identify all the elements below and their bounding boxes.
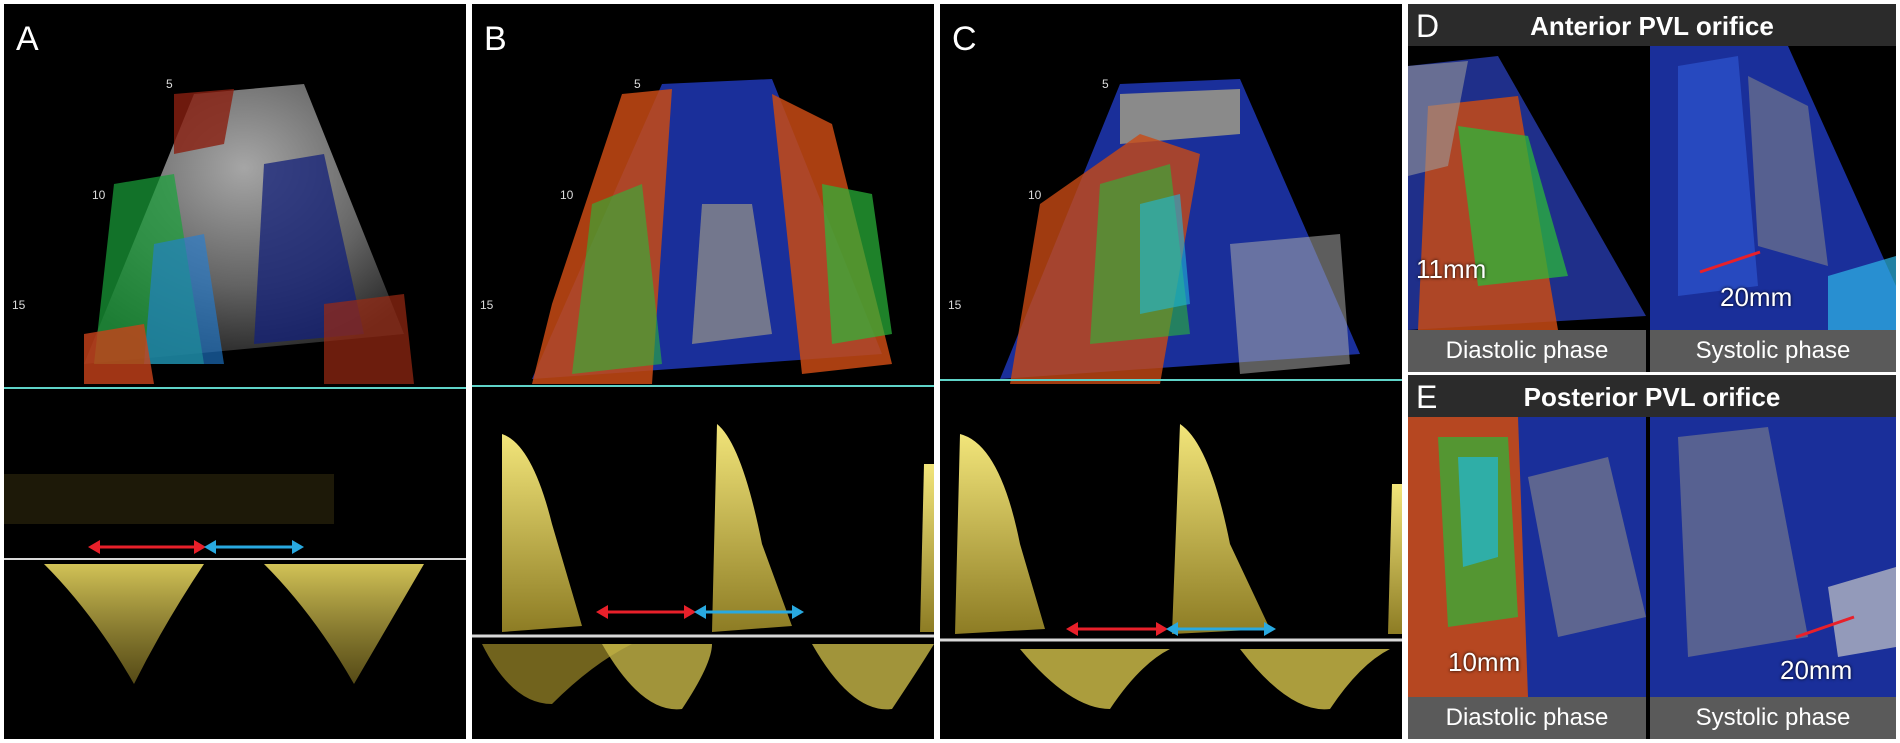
panel-label-a: A: [16, 20, 39, 58]
depth-marker-5: 5: [166, 77, 173, 91]
depth-marker-10: 10: [92, 188, 106, 202]
doppler-envelope: [264, 564, 424, 684]
depth-marker-5: 5: [634, 77, 641, 91]
depth-marker-15: 15: [12, 298, 26, 312]
measure-label-d-left: 11mm: [1416, 254, 1487, 284]
panel-label-c: C: [952, 20, 977, 58]
phase-label-d-right: Systolic phase: [1650, 330, 1896, 372]
echo-image-a: 5 10 15: [4, 77, 466, 684]
echo-panel-b: 5 10 15 B: [472, 4, 934, 739]
phase-label-e-left: Diastolic phase: [1408, 697, 1646, 739]
depth-marker-15: 15: [948, 298, 962, 312]
measure-label-e-right: 20mm: [1780, 655, 1853, 685]
doppler-image-e: [1408, 417, 1896, 697]
doppler-envelope: [502, 434, 582, 632]
measure-arrow: [1699, 250, 1761, 274]
panel-label-e: E: [1416, 379, 1438, 415]
echo-panel-a: 5 10 15 A: [4, 4, 466, 739]
panel-d: Anterior PVL orifice D 11mm 20mm Diastol…: [1408, 4, 1896, 372]
depth-marker-5: 5: [1102, 77, 1109, 91]
depth-marker-10: 10: [560, 188, 574, 202]
echo-image-b: 5 10 15: [472, 77, 934, 710]
measure-arrow: [1795, 615, 1855, 639]
panel-e-title: Posterior PVL orifice: [1408, 375, 1896, 417]
measure-label-e-left: 10mm: [1448, 647, 1521, 677]
depth-marker-10: 10: [1028, 188, 1042, 202]
echo-image-c: 5 10 15: [940, 77, 1402, 710]
depth-marker-15: 15: [480, 298, 494, 312]
doppler-envelope: [44, 564, 204, 684]
doppler-image-d: [1408, 46, 1896, 330]
panel-label-b: B: [484, 20, 507, 58]
doppler-envelope: [1172, 424, 1270, 634]
echo-panel-c: 5 10 15 C: [940, 4, 1402, 739]
panel-d-title: Anterior PVL orifice: [1408, 4, 1896, 46]
panel-label-d: D: [1416, 8, 1440, 44]
doppler-envelope: [712, 424, 792, 632]
measure-label-d-right: 20mm: [1720, 282, 1793, 312]
phase-label-e-right: Systolic phase: [1650, 697, 1896, 739]
phase-label-d-left: Diastolic phase: [1408, 330, 1646, 372]
doppler-envelope: [955, 434, 1045, 634]
panel-e: Posterior PVL orifice E 10mm 20mm Diasto…: [1408, 375, 1896, 739]
